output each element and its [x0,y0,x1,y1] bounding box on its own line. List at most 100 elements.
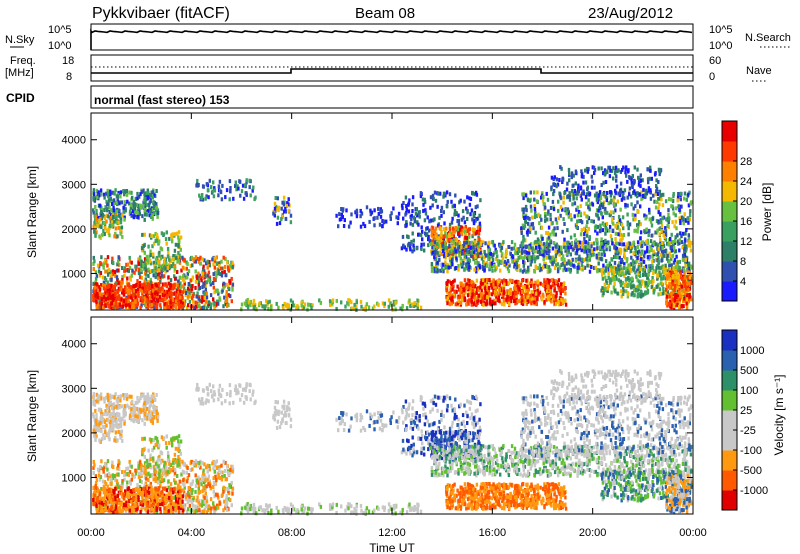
heatmap-cell [477,248,481,253]
heatmap-cell [420,242,423,247]
heatmap-cell [613,244,617,249]
heatmap-cell [172,264,175,269]
heatmap-cell [545,242,548,247]
heatmap-cell [587,241,590,246]
heatmap-cell [545,191,548,196]
heatmap-cell [108,223,112,228]
heatmap-cell [152,206,155,211]
heatmap-cell [205,306,209,311]
heatmap-cell [212,180,215,185]
heatmap-cell [158,264,161,269]
heatmap-cell [563,191,566,195]
heatmap-cell [476,250,479,255]
heatmap-cell [448,233,451,238]
heatmap-cell [525,250,529,255]
heatmap-cell [152,254,155,259]
heatmap-cell [613,265,616,270]
heatmap-cell [370,210,374,215]
heatmap-cell [206,188,210,193]
heatmap-cell [109,215,112,220]
heatmap-cell [428,228,431,233]
heatmap-cell [433,269,436,274]
heatmap-cell [526,232,529,237]
heatmap-cell [338,217,342,222]
heatmap-cell [582,264,585,269]
heatmap-cell [458,244,461,249]
heatmap-cell [563,237,566,242]
heatmap-cell [177,243,180,247]
heatmap-cell [640,240,643,245]
heatmap-cell [197,259,201,264]
heatmap-cell [92,208,95,213]
heatmap-cell [680,204,683,209]
nave-tick-bottom: 0 [709,71,715,83]
heatmap-cell [407,202,410,207]
heatmap-cell [517,255,520,260]
heatmap-cell [360,304,363,309]
heatmap-cell [624,268,628,273]
heatmap-cell [115,275,119,280]
heatmap-cell [183,278,186,283]
heatmap-cell [606,289,609,293]
heatmap-cell [119,190,123,195]
heatmap-cell [636,245,640,249]
heatmap-cell [479,299,483,304]
heatmap-cell [455,256,458,261]
heatmap-cell [500,279,504,284]
heatmap-cell [439,191,442,196]
heatmap-cell [463,298,467,303]
heatmap-cell [441,237,445,242]
heatmap-cell [112,293,115,298]
heatmap-cell [144,277,147,282]
heatmap-cell [624,202,627,207]
heatmap-cell [501,252,504,257]
heatmap-cell [547,235,551,240]
heatmap-cell [572,183,575,188]
heatmap-cell [220,266,223,271]
heatmap-cell [600,288,603,293]
heatmap-cell [168,291,171,296]
heatmap-cell [559,291,562,296]
heatmap-cell [151,288,155,293]
heatmap-cell [141,248,144,253]
heatmap-cell [684,231,687,236]
heatmap-cell [212,297,215,302]
heatmap-cell [499,268,502,273]
heatmap-cell [584,168,587,173]
heatmap-cell [530,281,534,285]
heatmap-cell [167,281,170,286]
heatmap-cell [168,265,172,270]
heatmap-cell [191,263,194,268]
heatmap-cell [521,298,524,303]
heatmap-cell [531,215,534,220]
heatmap-cell [220,259,223,264]
heatmap-cell [117,259,120,264]
heatmap-cell [483,261,486,266]
heatmap-cell [481,296,485,301]
heatmap-cell [417,222,420,227]
heatmap-cell [551,283,554,288]
heatmap-cell [619,260,623,265]
heatmap-cell [128,201,131,206]
heatmap-cell [172,261,175,266]
heatmap-cell [99,192,103,197]
heatmap-cell [519,290,522,295]
heatmap-cell [638,249,641,254]
heatmap-cell [557,199,560,204]
heatmap-cell [525,230,529,235]
heatmap-cell [626,242,629,247]
heatmap-cell [187,269,191,274]
heatmap-cell [210,302,213,307]
heatmap-cell [192,294,195,298]
heatmap-cell [363,307,367,311]
heatmap-cell [649,239,653,244]
heatmap-cell [456,284,459,289]
heatmap-cell [647,233,650,237]
heatmap-cell [651,259,654,264]
heatmap-cell [243,183,247,188]
heatmap-cell [546,211,550,216]
heatmap-cell [591,202,595,207]
heatmap-cell [658,189,662,194]
heatmap-cell [541,292,545,297]
heatmap-cell [97,269,101,274]
